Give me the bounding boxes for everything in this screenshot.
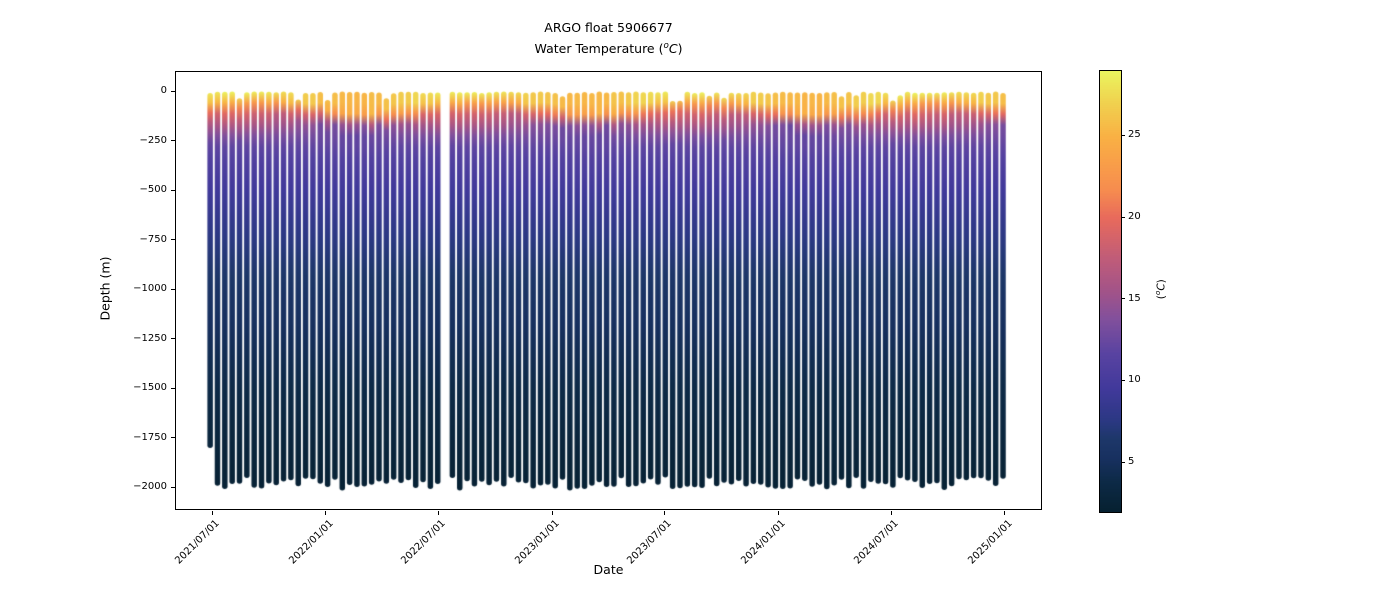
y-tick-label: −250 <box>139 134 167 146</box>
colorbar-tick-mark <box>1121 216 1125 218</box>
x-tick-mark <box>663 510 665 515</box>
x-axis-label: Date <box>593 562 624 577</box>
y-tick-label: −2000 <box>133 481 167 493</box>
colorbar-gradient <box>1100 71 1121 512</box>
y-axis-label: Depth (m) <box>97 256 113 321</box>
y-tick-mark <box>171 189 175 191</box>
colorbar-tick-mark <box>1121 379 1125 381</box>
colorbar-tick-label: 25 <box>1128 129 1141 141</box>
y-tick-mark <box>171 486 175 488</box>
temperature-profile-scatter-canvas <box>176 72 1041 509</box>
colorbar-tick-mark <box>1121 298 1125 300</box>
y-tick-mark <box>171 140 175 142</box>
chart-title-line2: Water Temperature (oC) <box>534 41 683 57</box>
y-tick-mark <box>171 338 175 340</box>
degree-superscript: o <box>663 41 669 51</box>
chart-title-line1: ARGO float 5906677 <box>544 20 673 35</box>
y-tick-label: 0 <box>160 85 167 96</box>
y-tick-label: −500 <box>139 184 167 196</box>
colorbar-label: (oC) <box>1152 279 1168 300</box>
x-tick-mark <box>325 510 327 515</box>
colorbar-tick-label: 10 <box>1128 374 1141 386</box>
y-tick-label: −1250 <box>133 332 167 344</box>
y-tick-mark <box>171 288 175 290</box>
y-tick-label: −1750 <box>133 431 167 443</box>
colorbar <box>1099 70 1122 513</box>
y-tick-mark <box>171 437 175 439</box>
colorbar-tick-label: 5 <box>1128 456 1135 467</box>
y-tick-mark <box>171 90 175 92</box>
y-tick-label: −1000 <box>133 283 167 295</box>
y-tick-label: −1500 <box>133 382 167 394</box>
y-tick-mark <box>171 239 175 241</box>
x-tick-mark <box>777 510 779 515</box>
x-tick-mark <box>211 510 213 515</box>
y-tick-mark <box>171 387 175 389</box>
x-tick-mark <box>890 510 892 515</box>
colorbar-tick-label: 20 <box>1128 211 1141 222</box>
y-tick-label: −750 <box>139 233 167 245</box>
colorbar-tick-mark <box>1121 461 1125 463</box>
x-tick-label: 2021/07/01 <box>173 517 222 567</box>
chart-title: ARGO float 5906677 Water Temperature (oC… <box>175 18 1042 58</box>
colorbar-tick-label: 15 <box>1128 292 1141 304</box>
colorbar-tick-mark <box>1121 134 1125 136</box>
x-tick-mark <box>1004 510 1006 515</box>
x-tick-mark <box>551 510 553 515</box>
x-tick-mark <box>437 510 439 515</box>
